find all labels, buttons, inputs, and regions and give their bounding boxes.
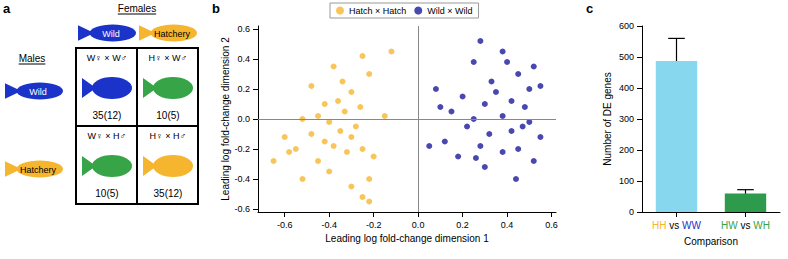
svg-text:HW: HW [721, 220, 738, 231]
svg-text:-0.6: -0.6 [234, 204, 250, 214]
svg-text:b: b [212, 1, 220, 16]
svg-text:H♀ × H♂: H♀ × H♂ [150, 131, 187, 141]
svg-text:0.0: 0.0 [412, 220, 425, 230]
svg-text:10(5): 10(5) [95, 188, 118, 199]
svg-text:0.6: 0.6 [545, 220, 558, 230]
svg-text:WW: WW [682, 220, 701, 231]
svg-text:0.0: 0.0 [237, 114, 250, 124]
svg-text:Males: Males [19, 53, 46, 64]
svg-text:400: 400 [619, 83, 634, 93]
svg-text:HH: HH [652, 220, 666, 231]
svg-text:Leading log fold-change dimens: Leading log fold-change dimension 1 [325, 233, 489, 244]
svg-text:WH: WH [753, 220, 770, 231]
svg-text:-0.2: -0.2 [234, 144, 250, 154]
svg-text:500: 500 [619, 52, 634, 62]
svg-text:0.6: 0.6 [237, 24, 250, 34]
svg-text:100: 100 [619, 176, 634, 186]
svg-text:Hatchery: Hatchery [20, 165, 57, 175]
svg-text:Females: Females [118, 3, 156, 14]
svg-text:0.4: 0.4 [237, 54, 250, 64]
svg-text:W♀ × W♂: W♀ × W♂ [87, 53, 128, 63]
svg-text:-0.6: -0.6 [277, 220, 293, 230]
svg-text:-0.2: -0.2 [366, 220, 382, 230]
svg-text:10(5): 10(5) [156, 110, 179, 121]
svg-text:Wild: Wild [29, 87, 47, 97]
svg-text:35(12): 35(12) [93, 110, 122, 121]
svg-text:H♀ × W♂: H♀ × W♂ [149, 53, 188, 63]
svg-text:600: 600 [619, 21, 634, 31]
svg-text:0.4: 0.4 [501, 220, 514, 230]
svg-text:a: a [3, 1, 11, 16]
svg-text:300: 300 [619, 114, 634, 124]
svg-text:200: 200 [619, 145, 634, 155]
svg-text:Wild: Wild [102, 29, 120, 39]
svg-text:vs: vs [669, 220, 679, 231]
svg-text:Hatchery: Hatchery [154, 29, 191, 39]
svg-text:Hatch × Hatch: Hatch × Hatch [349, 6, 406, 16]
svg-text:Comparison: Comparison [684, 236, 738, 247]
svg-text:Number of DE genes: Number of DE genes [602, 72, 613, 165]
svg-text:c: c [586, 1, 593, 16]
svg-text:0: 0 [629, 207, 634, 217]
svg-text:0.2: 0.2 [237, 84, 250, 94]
svg-text:Leading log fold-change dimens: Leading log fold-change dimension 2 [220, 37, 231, 201]
svg-text:-0.4: -0.4 [321, 220, 337, 230]
svg-text:-0.4: -0.4 [234, 174, 250, 184]
svg-text:0.2: 0.2 [456, 220, 469, 230]
svg-text:W♀ × H♂: W♀ × H♂ [88, 131, 127, 141]
svg-text:35(12): 35(12) [154, 188, 183, 199]
svg-text:vs: vs [741, 220, 751, 231]
svg-text:Wild × Wild: Wild × Wild [427, 6, 472, 16]
